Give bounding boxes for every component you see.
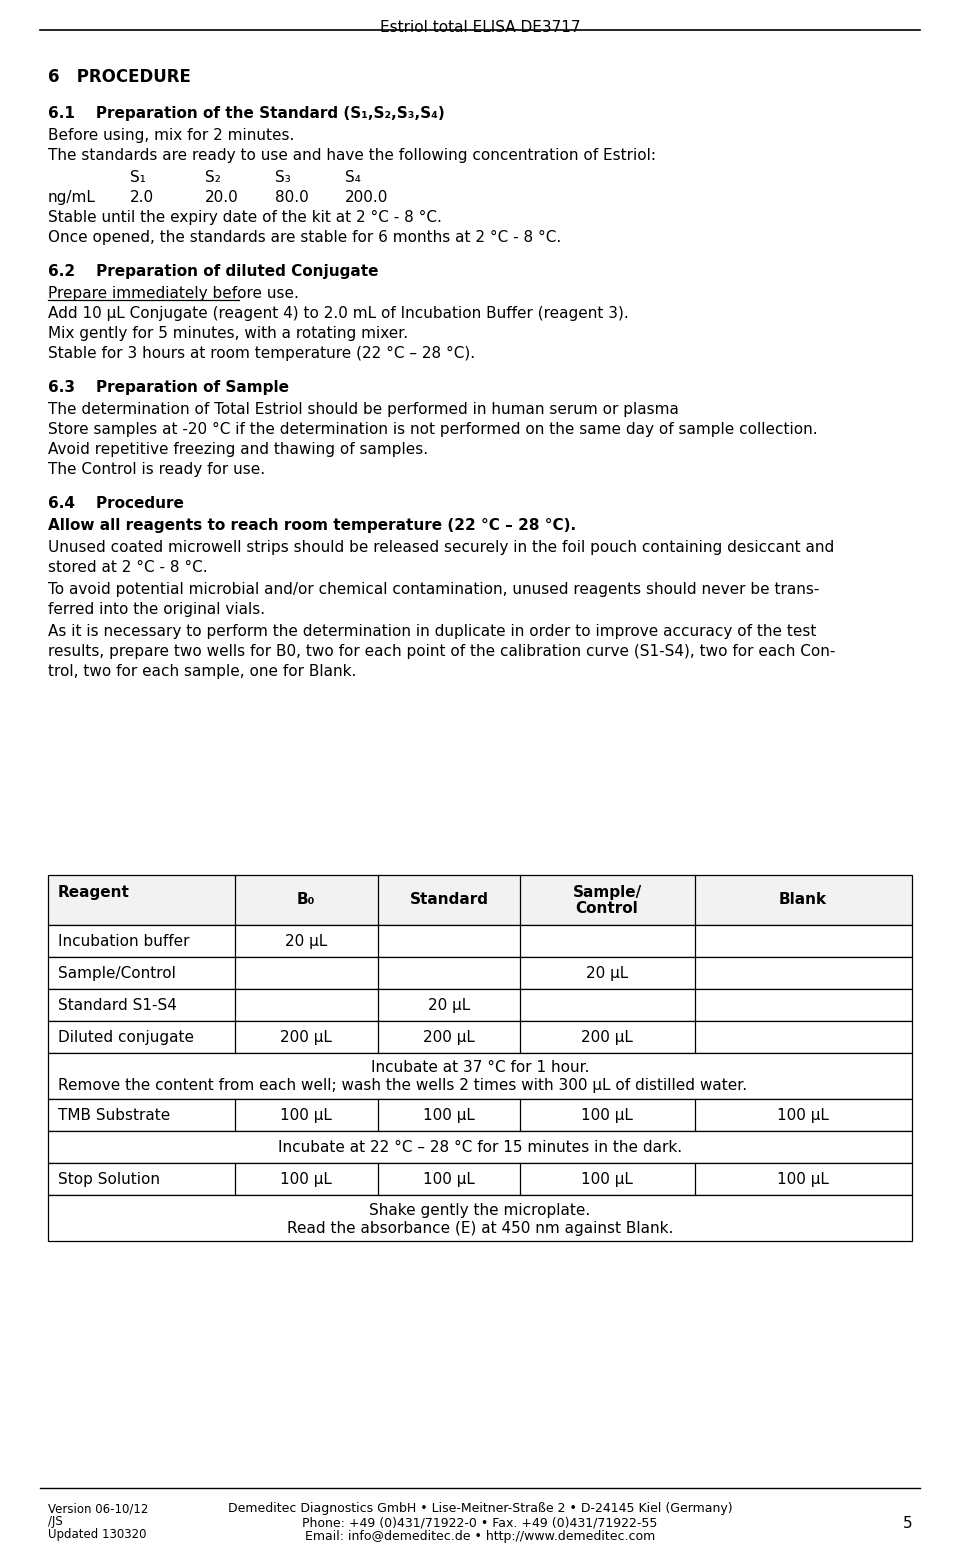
Text: Email: info@demeditec.de • http://www.demeditec.com: Email: info@demeditec.de • http://www.de…	[305, 1530, 655, 1543]
Text: trol, two for each sample, one for Blank.: trol, two for each sample, one for Blank…	[48, 665, 356, 679]
Text: 6.3    Preparation of Sample: 6.3 Preparation of Sample	[48, 381, 289, 395]
Text: 200 μL: 200 μL	[280, 1030, 332, 1045]
Text: Standard S1-S4: Standard S1-S4	[58, 998, 177, 1012]
Text: 20 μL: 20 μL	[285, 934, 327, 948]
Text: Stop Solution: Stop Solution	[58, 1172, 160, 1187]
Text: Stable for 3 hours at room temperature (22 °C – 28 °C).: Stable for 3 hours at room temperature (…	[48, 346, 475, 360]
Text: Allow all reagents to reach room temperature (22 °C – 28 °C).: Allow all reagents to reach room tempera…	[48, 518, 576, 534]
Text: 20 μL: 20 μL	[428, 998, 470, 1012]
Text: 100 μL: 100 μL	[777, 1172, 828, 1187]
Text: Blank: Blank	[779, 892, 828, 906]
Text: The Control is ready for use.: The Control is ready for use.	[48, 462, 265, 477]
Bar	[48, 1195, 912, 1242]
Text: 6.1    Preparation of the Standard (S₁,S₂,S₃,S₄): 6.1 Preparation of the Standard (S₁,S₂,S…	[48, 106, 444, 122]
Text: Shake gently the microplate.: Shake gently the microplate.	[370, 1203, 590, 1218]
Text: Prepare immediately before use.: Prepare immediately before use.	[48, 285, 299, 301]
Text: 100 μL: 100 μL	[581, 1108, 633, 1123]
Text: Add 10 μL Conjugate (reagent 4) to 2.0 mL of Incubation Buffer (reagent 3).: Add 10 μL Conjugate (reagent 4) to 2.0 m…	[48, 306, 629, 321]
Text: TMB Substrate: TMB Substrate	[58, 1108, 170, 1123]
Text: Control: Control	[576, 902, 638, 916]
Text: Unused coated microwell strips should be released securely in the foil pouch con: Unused coated microwell strips should be…	[48, 540, 834, 555]
Text: The determination of Total Estriol should be performed in human serum or plasma: The determination of Total Estriol shoul…	[48, 402, 679, 417]
Bar	[48, 925, 912, 956]
Text: Mix gently for 5 minutes, with a rotating mixer.: Mix gently for 5 minutes, with a rotatin…	[48, 326, 408, 342]
Text: /JS: /JS	[48, 1515, 62, 1527]
Text: 80.0: 80.0	[275, 190, 309, 204]
Bar	[48, 875, 912, 925]
Text: 6.4    Procedure: 6.4 Procedure	[48, 496, 184, 512]
Text: The standards are ready to use and have the following concentration of Estriol:: The standards are ready to use and have …	[48, 148, 656, 162]
Text: Incubate at 37 °C for 1 hour.: Incubate at 37 °C for 1 hour.	[371, 1059, 589, 1075]
Text: Estriol total ELISA DE3717: Estriol total ELISA DE3717	[380, 20, 580, 34]
Text: Incubate at 22 °C – 28 °C for 15 minutes in the dark.: Incubate at 22 °C – 28 °C for 15 minutes…	[278, 1140, 682, 1154]
Bar	[48, 1098, 912, 1131]
Text: 200 μL: 200 μL	[423, 1030, 475, 1045]
Text: 5: 5	[902, 1516, 912, 1530]
Text: S₁: S₁	[130, 170, 146, 186]
Text: 6   PROCEDURE: 6 PROCEDURE	[48, 69, 191, 86]
Text: Sample/: Sample/	[572, 885, 641, 900]
Text: 20.0: 20.0	[205, 190, 239, 204]
Text: stored at 2 °C - 8 °C.: stored at 2 °C - 8 °C.	[48, 560, 207, 576]
Text: Avoid repetitive freezing and thawing of samples.: Avoid repetitive freezing and thawing of…	[48, 441, 428, 457]
Bar	[48, 1053, 912, 1098]
Text: 6.2    Preparation of diluted Conjugate: 6.2 Preparation of diluted Conjugate	[48, 264, 378, 279]
Text: Read the absorbance (E) at 450 nm against Blank.: Read the absorbance (E) at 450 nm agains…	[287, 1221, 673, 1236]
Bar	[48, 989, 912, 1020]
Text: ferred into the original vials.: ferred into the original vials.	[48, 602, 265, 618]
Text: S₂: S₂	[205, 170, 221, 186]
Text: Version 06-10/12: Version 06-10/12	[48, 1502, 149, 1515]
Text: results, prepare two wells for B0, two for each point of the calibration curve (: results, prepare two wells for B0, two f…	[48, 644, 835, 658]
Text: Reagent: Reagent	[58, 885, 130, 900]
Text: 100 μL: 100 μL	[280, 1172, 332, 1187]
Text: Remove the content from each well; wash the wells 2 times with 300 μL of distill: Remove the content from each well; wash …	[58, 1078, 747, 1094]
Bar	[48, 1020, 912, 1053]
Text: Standard: Standard	[410, 892, 489, 906]
Text: Store samples at -20 °C if the determination is not performed on the same day of: Store samples at -20 °C if the determina…	[48, 423, 818, 437]
Text: Before using, mix for 2 minutes.: Before using, mix for 2 minutes.	[48, 128, 295, 144]
Bar	[48, 956, 912, 989]
Bar	[48, 1164, 912, 1195]
Text: S₄: S₄	[345, 170, 361, 186]
Text: S₃: S₃	[275, 170, 291, 186]
Text: 2.0: 2.0	[130, 190, 155, 204]
Text: B₀: B₀	[297, 892, 315, 906]
Text: Updated 130320: Updated 130320	[48, 1527, 147, 1541]
Text: Stable until the expiry date of the kit at 2 °C - 8 °C.: Stable until the expiry date of the kit …	[48, 211, 442, 225]
Text: 100 μL: 100 μL	[423, 1172, 475, 1187]
Text: 200.0: 200.0	[345, 190, 389, 204]
Text: ng/mL: ng/mL	[48, 190, 96, 204]
Text: 100 μL: 100 μL	[423, 1108, 475, 1123]
Text: Diluted conjugate: Diluted conjugate	[58, 1030, 194, 1045]
Text: 100 μL: 100 μL	[777, 1108, 828, 1123]
Text: Sample/Control: Sample/Control	[58, 966, 176, 981]
Text: 200 μL: 200 μL	[581, 1030, 633, 1045]
Bar	[48, 1131, 912, 1164]
Text: Phone: +49 (0)431/71922-0 • Fax. +49 (0)431/71922-55: Phone: +49 (0)431/71922-0 • Fax. +49 (0)…	[302, 1516, 658, 1529]
Text: Once opened, the standards are stable for 6 months at 2 °C - 8 °C.: Once opened, the standards are stable fo…	[48, 229, 562, 245]
Text: Incubation buffer: Incubation buffer	[58, 934, 189, 948]
Text: Demeditec Diagnostics GmbH • Lise-Meitner-Straße 2 • D-24145 Kiel (Germany): Demeditec Diagnostics GmbH • Lise-Meitne…	[228, 1502, 732, 1515]
Text: 100 μL: 100 μL	[280, 1108, 332, 1123]
Text: 100 μL: 100 μL	[581, 1172, 633, 1187]
Text: As it is necessary to perform the determination in duplicate in order to improve: As it is necessary to perform the determ…	[48, 624, 816, 640]
Text: 20 μL: 20 μL	[586, 966, 628, 981]
Text: To avoid potential microbial and/or chemical contamination, unused reagents shou: To avoid potential microbial and/or chem…	[48, 582, 820, 597]
